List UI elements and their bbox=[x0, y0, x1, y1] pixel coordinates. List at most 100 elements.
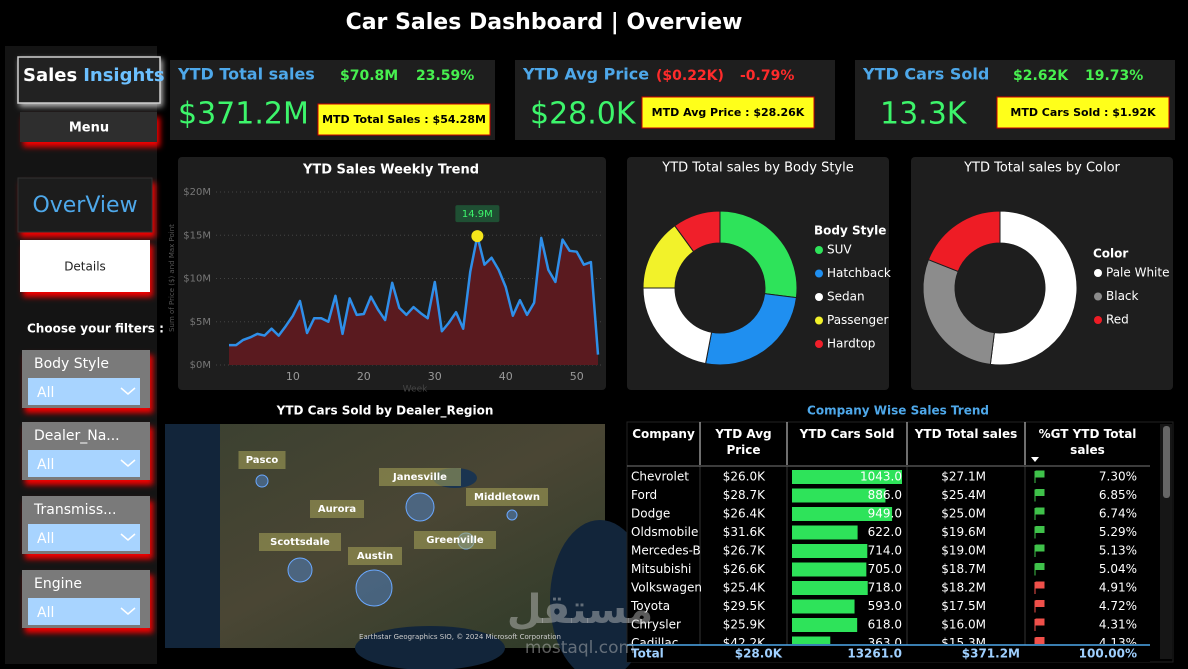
y-tick-label: $10M bbox=[183, 274, 211, 285]
cell-company: Mitsubishi bbox=[631, 562, 691, 576]
legend-dot bbox=[1094, 316, 1102, 324]
region-label-box bbox=[414, 531, 496, 549]
donut-slice bbox=[674, 210, 721, 253]
kpi-change-pct: 19.73% bbox=[1085, 68, 1143, 84]
column-header[interactable]: %GT YTD Total sales bbox=[1038, 427, 1137, 457]
brand: Sales Insights bbox=[23, 65, 165, 86]
filter-dropdown[interactable] bbox=[28, 598, 140, 625]
cell-gt-pct: 4.72% bbox=[1099, 599, 1137, 613]
flag-icon bbox=[1034, 526, 1045, 539]
legend-dot bbox=[815, 316, 823, 325]
overview-button[interactable] bbox=[17, 177, 153, 233]
column-header[interactable]: Company bbox=[632, 427, 695, 441]
column-header[interactable]: YTD Avg Price bbox=[715, 427, 772, 457]
flag-icon bbox=[1034, 489, 1045, 502]
cell-company: Cadillac bbox=[631, 636, 678, 650]
y-axis-label: Sum of Price ($) and Max Point bbox=[168, 224, 176, 332]
region-label-box bbox=[348, 547, 402, 565]
max-point bbox=[471, 230, 484, 243]
filter-label: Dealer_Na... bbox=[34, 428, 120, 444]
cars-sold-bar bbox=[792, 618, 858, 632]
filter-value: All bbox=[37, 605, 54, 621]
y-tick-label: $0M bbox=[190, 360, 211, 371]
cell-avg-price: $26.4K bbox=[723, 507, 766, 521]
cell-cars-sold: 705.0 bbox=[868, 562, 902, 576]
cell-cars-sold: 714.0 bbox=[868, 544, 902, 558]
filter-dropdown[interactable] bbox=[28, 378, 140, 405]
total-cell: $371.2M bbox=[962, 647, 1020, 661]
legend-dot bbox=[815, 293, 823, 301]
cell-avg-price: $31.6K bbox=[723, 525, 766, 539]
kpi-title: YTD Total sales bbox=[177, 65, 315, 84]
cell-company: Ford bbox=[631, 488, 657, 502]
menu-button[interactable] bbox=[20, 112, 157, 142]
column-header[interactable]: YTD Cars Sold bbox=[799, 427, 895, 441]
filter-dropdown[interactable] bbox=[28, 524, 140, 551]
cars-sold-bar bbox=[792, 562, 867, 577]
cars-sold-bar bbox=[792, 581, 868, 595]
line bbox=[229, 234, 600, 355]
total-cell: $28.0K bbox=[735, 647, 783, 661]
cars-sold-bar bbox=[792, 599, 855, 614]
legend-label: Passenger bbox=[827, 313, 889, 327]
flag-icon bbox=[1034, 544, 1045, 557]
table-rows: Chevrolet $26.0K 1043.0 $27.1M 7.30% Ford $28.… bbox=[630, 470, 1137, 650]
cars-sold-bar bbox=[792, 488, 886, 503]
filter-value: All bbox=[37, 531, 54, 547]
cell-cars-sold: 622.0 bbox=[868, 525, 902, 539]
cell-avg-price: $25.9K bbox=[723, 618, 766, 632]
cars-sold-bar bbox=[792, 544, 868, 558]
flag-icon bbox=[1034, 637, 1045, 644]
kpi-change: ($0.22K) bbox=[656, 68, 724, 84]
chart-title: YTD Total sales by Body Style bbox=[661, 161, 853, 176]
kpi-change: $70.8M bbox=[340, 68, 398, 84]
cell-total-sales: $19.0M bbox=[941, 544, 986, 558]
filter-label: Body Style bbox=[34, 356, 109, 372]
cell-avg-price: $29.5K bbox=[723, 599, 766, 613]
overview-label: OverView bbox=[32, 193, 137, 218]
scrollbar-thumb[interactable] bbox=[1163, 426, 1170, 498]
brand-word: Sales bbox=[23, 65, 77, 86]
chart-title: YTD Total sales by Color bbox=[963, 161, 1120, 176]
details-button[interactable] bbox=[20, 240, 150, 292]
cell-cars-sold: 949.0 bbox=[868, 507, 902, 521]
column-header[interactable]: YTD Total sales bbox=[914, 427, 1018, 441]
flag-icon bbox=[1034, 581, 1045, 594]
cell-total-sales: $16.0M bbox=[941, 618, 986, 632]
x-tick-label: 20 bbox=[357, 370, 371, 383]
menu-label: Menu bbox=[69, 121, 109, 136]
x-tick-label: 30 bbox=[428, 370, 442, 383]
watermark: مستقل bbox=[507, 587, 653, 633]
cell-avg-price: $26.0K bbox=[723, 470, 766, 484]
cell-cars-sold: 718.0 bbox=[868, 581, 902, 595]
flag-icon bbox=[1034, 618, 1045, 631]
cell-total-sales: $18.2M bbox=[941, 581, 986, 595]
region-label-box bbox=[238, 451, 286, 469]
y-tick-label: $15M bbox=[183, 230, 211, 241]
cars-sold-bar bbox=[792, 470, 902, 484]
cell-cars-sold: 593.0 bbox=[868, 599, 902, 613]
region-label-box bbox=[259, 533, 341, 551]
x-tick-label: 40 bbox=[499, 370, 513, 383]
legend-label: Sedan bbox=[827, 290, 865, 304]
map-bubble bbox=[355, 569, 393, 607]
cell-total-sales: $17.5M bbox=[941, 599, 986, 613]
map-background bbox=[165, 424, 605, 648]
filter-value: All bbox=[37, 385, 54, 401]
mtd-label: MTD Total Sales : $54.28M bbox=[322, 113, 486, 126]
y-tick-label: $5M bbox=[190, 317, 211, 328]
x-tick-label: 50 bbox=[570, 370, 584, 383]
kpi-value: $371.2M bbox=[178, 97, 309, 132]
table-title: Company Wise Sales Trend bbox=[807, 404, 989, 418]
filter-dropdown[interactable] bbox=[28, 450, 140, 477]
cell-company: Toyota bbox=[630, 599, 670, 613]
donut-slice bbox=[927, 210, 1001, 273]
cell-company: Oldsmobile bbox=[631, 525, 698, 539]
sort-arrow bbox=[1031, 457, 1039, 462]
filter-label: Engine bbox=[34, 576, 82, 592]
x-tick-label: 10 bbox=[286, 370, 300, 383]
filter-value: All bbox=[37, 457, 54, 473]
legend-dot bbox=[815, 340, 823, 348]
flag-icon bbox=[1034, 507, 1045, 520]
